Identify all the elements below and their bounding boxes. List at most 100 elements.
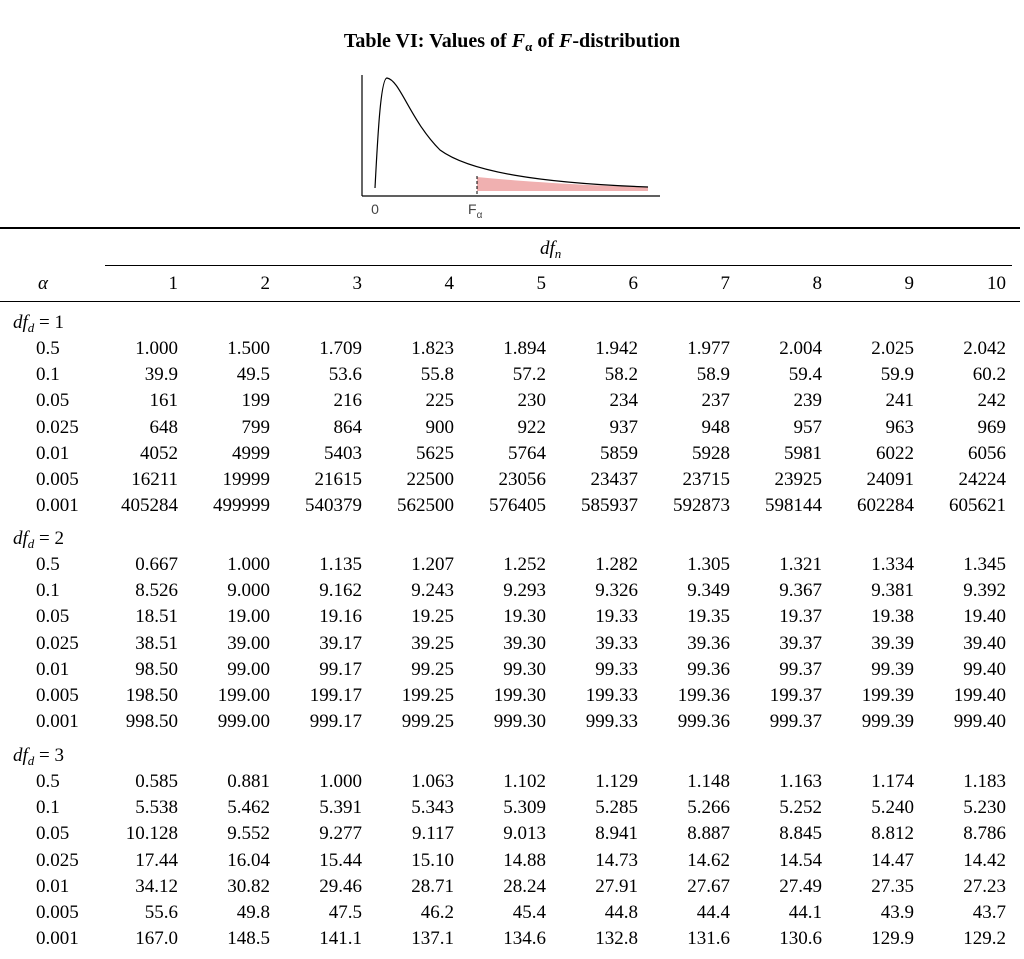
value-cell: 576405 (489, 495, 546, 517)
value-cell: 199.30 (493, 685, 546, 706)
value-cell: 134.6 (503, 928, 546, 950)
group-label: dfd = 3 (13, 745, 64, 767)
value-cell: 18.51 (135, 606, 178, 628)
value-cell: 799 (241, 416, 271, 438)
value-cell: 27.91 (595, 875, 638, 897)
alpha-cell: 0.025 (36, 416, 79, 438)
value-cell: 5.309 (503, 797, 546, 819)
value-cell: 963 (885, 416, 915, 438)
value-cell: 5859 (600, 442, 638, 464)
value-cell: 22500 (406, 469, 455, 490)
value-cell: 23715 (682, 469, 731, 490)
value-cell: 10.128 (125, 823, 178, 845)
value-cell: 5.252 (779, 797, 822, 819)
value-cell: 39.9 (144, 364, 178, 386)
value-cell: 957 (793, 416, 823, 438)
value-cell: 27.35 (871, 875, 914, 897)
value-cell: 999.25 (401, 711, 454, 733)
alpha-cell: 0.01 (36, 442, 70, 464)
value-cell: 59.4 (788, 364, 822, 386)
value-cell: 23056 (498, 469, 547, 490)
value-cell: 1.148 (687, 771, 730, 792)
alpha-header: α (38, 273, 48, 294)
alpha-cell: 0.5 (36, 771, 60, 792)
value-cell: 6056 (968, 442, 1006, 464)
value-cell: 29.46 (319, 875, 362, 897)
group-label-sub: d (27, 320, 35, 335)
value-cell: 59.9 (880, 364, 914, 386)
value-cell: 5.240 (871, 797, 914, 819)
column-header: 4 (444, 273, 455, 294)
group-label-rest: = 1 (34, 312, 64, 333)
value-cell: 49.8 (236, 902, 270, 923)
group-label-sub: d (27, 536, 35, 551)
value-cell: 592873 (673, 495, 730, 517)
value-cell: 28.71 (411, 875, 454, 897)
alpha-cell: 0.001 (36, 495, 79, 517)
value-cell: 1.252 (503, 554, 546, 575)
value-cell: 16.04 (227, 849, 270, 871)
value-cell: 900 (425, 416, 455, 438)
value-cell: 9.243 (411, 580, 454, 602)
value-cell: 5.266 (687, 797, 730, 819)
value-cell: 1.321 (779, 554, 822, 575)
value-cell: 199.36 (677, 685, 730, 706)
value-cell: 562500 (397, 495, 454, 517)
value-cell: 1.000 (227, 554, 270, 575)
value-cell: 39.33 (595, 632, 638, 654)
value-cell: 5.230 (963, 797, 1006, 819)
value-cell: 999.33 (585, 711, 638, 733)
value-cell: 5981 (784, 442, 822, 464)
value-cell: 2.025 (871, 338, 914, 359)
value-cell: 1.942 (595, 338, 638, 359)
value-cell: 17.44 (135, 849, 178, 871)
value-cell: 99.17 (319, 658, 362, 680)
value-cell: 1.282 (595, 554, 638, 575)
value-cell: 23437 (590, 469, 639, 490)
value-cell: 24091 (866, 469, 915, 490)
alpha-cell: 0.01 (36, 658, 70, 680)
value-cell: 9.552 (227, 823, 270, 845)
value-cell: 198.50 (125, 685, 178, 706)
column-header: 7 (720, 273, 731, 294)
value-cell: 43.7 (972, 902, 1006, 923)
value-cell: 19.38 (871, 606, 914, 628)
value-cell: 9.392 (963, 580, 1006, 602)
distribution-figure: 0 Fα (361, 75, 660, 221)
value-cell: 28.24 (503, 875, 546, 897)
value-cell: 1.894 (503, 338, 546, 359)
value-cell: 39.36 (687, 632, 730, 654)
value-cell: 39.00 (227, 632, 270, 654)
value-cell: 23925 (774, 469, 823, 490)
value-cell: 1.823 (411, 338, 454, 359)
value-cell: 225 (425, 390, 455, 412)
value-cell: 99.36 (687, 658, 730, 680)
value-cell: 15.44 (319, 849, 362, 871)
value-cell: 1.135 (319, 554, 362, 575)
group-label: dfd = 2 (13, 528, 64, 550)
value-cell: 39.39 (871, 632, 914, 654)
header-sub: n (554, 246, 562, 261)
value-cell: 999.00 (217, 711, 270, 733)
value-cell: 130.6 (779, 928, 822, 950)
title-symbol: F (558, 30, 573, 52)
value-cell: 5.462 (227, 797, 270, 819)
value-cell: 5625 (416, 442, 454, 464)
title-text: -distribution (572, 30, 681, 52)
value-cell: 5.391 (319, 797, 362, 819)
value-cell: 1.977 (687, 338, 730, 359)
header-rule (0, 301, 1020, 302)
value-cell: 9.381 (871, 580, 914, 602)
value-cell: 234 (609, 390, 639, 412)
group-label: dfd = 1 (13, 312, 64, 334)
value-cell: 19.35 (687, 606, 730, 628)
value-cell: 1.334 (871, 554, 914, 575)
value-cell: 99.25 (411, 658, 454, 680)
value-cell: 1.500 (227, 338, 270, 359)
value-cell: 148.5 (227, 928, 270, 950)
value-cell: 14.62 (687, 849, 730, 871)
alpha-cell: 0.5 (36, 338, 60, 359)
value-cell: 948 (701, 416, 731, 438)
value-cell: 8.845 (779, 823, 822, 845)
column-header: 6 (628, 273, 639, 294)
